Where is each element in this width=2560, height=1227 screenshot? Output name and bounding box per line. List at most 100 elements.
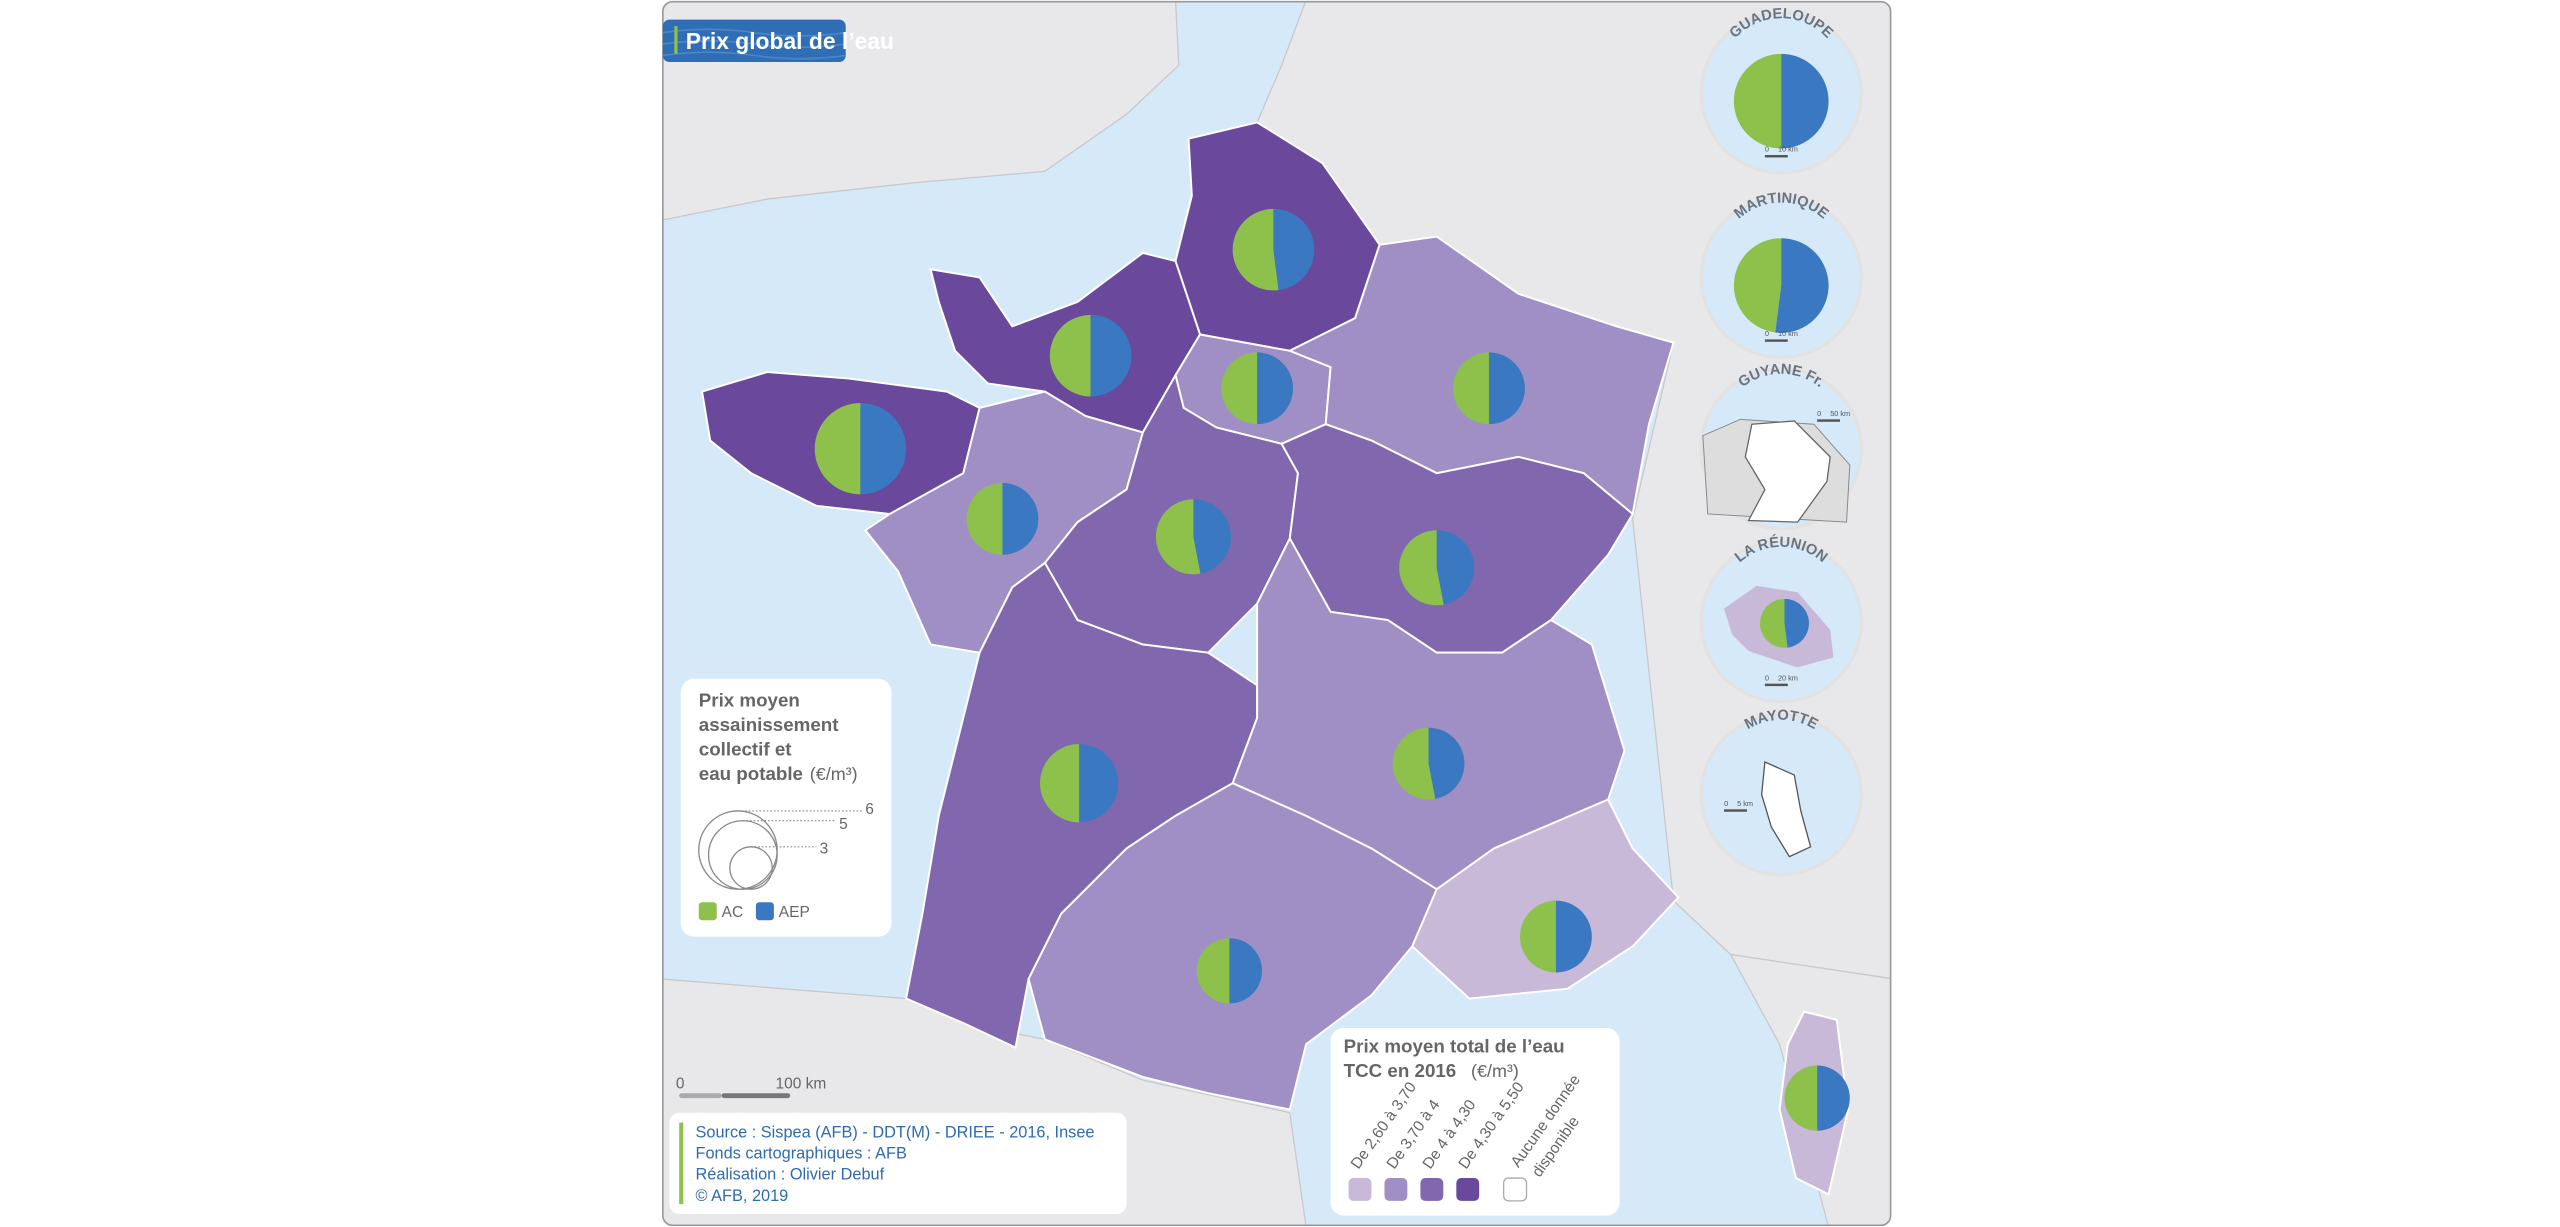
pie-slice-ac <box>1040 744 1080 823</box>
region-provence-alpes-cote-azur[interactable] <box>1411 798 1680 1000</box>
pie-legend-title-4: eau potable <box>699 763 803 784</box>
pie-slice-ac <box>1155 499 1201 575</box>
pie-size-3: 3 <box>820 840 829 857</box>
scale-start: 0 <box>676 1075 685 1092</box>
pie-slice-aep <box>1488 352 1525 425</box>
pie-legend-title-2: assainissement <box>699 714 839 735</box>
pie-legend-title-1: Prix moyen <box>699 690 800 711</box>
pie-slice-ac <box>1392 727 1436 800</box>
map-frame <box>662 0 1892 1227</box>
inset-scale: 20 km <box>1778 673 1798 682</box>
class-legend-title-2: TCC en 2016 <box>1344 1060 1457 1081</box>
pie-slice-ac <box>1399 530 1444 606</box>
pie-slice-aep <box>1273 208 1315 291</box>
price-class-legend: Prix moyen total de l’eau TCC en 2016 (€… <box>1330 1027 1620 1216</box>
inset-pie <box>1733 238 1829 333</box>
pie-slice-aep <box>1257 352 1294 425</box>
basemap-credit: Fonds cartographiques : AFB <box>696 1144 907 1162</box>
inset-scale: 5 km <box>1737 799 1753 808</box>
pie-slice-ac <box>1049 314 1091 397</box>
inset-scale-zero: 0 <box>1817 409 1821 418</box>
copyright: © AFB, 2019 <box>696 1187 789 1205</box>
inset-pie <box>1733 53 1829 149</box>
pie-grand-est <box>1453 352 1525 425</box>
source-box: Source : Sispea (AFB) - DDT(M) - DRIEE -… <box>669 1112 1127 1214</box>
pie-slice-ac <box>1733 238 1782 333</box>
pie-slice-ac <box>1760 598 1788 648</box>
title-banner: Prix global de l’eau <box>662 19 894 63</box>
source-line: Source : Sispea (AFB) - DDT(M) - DRIEE -… <box>696 1123 1095 1141</box>
inset-scale-zero: 0 <box>1765 329 1769 338</box>
mayotte-no-data <box>1760 761 1812 858</box>
pie-slice-ac <box>1453 352 1489 425</box>
pie-slice-aep <box>1079 744 1119 823</box>
no-data-swatch <box>1503 1177 1528 1202</box>
pie-slice-aep <box>860 403 907 495</box>
pie-size-5: 5 <box>839 816 848 833</box>
ac-label: AC <box>722 904 744 921</box>
pie-slice-ac <box>966 482 1003 555</box>
pie-normandie <box>1049 314 1132 397</box>
class-swatch-2 <box>1420 1178 1444 1201</box>
class-legend-title-1: Prix moyen total de l’eau <box>1344 1035 1565 1056</box>
pie-slice-ac <box>1221 352 1258 425</box>
pie-bretagne <box>814 403 907 495</box>
class-swatch-0 <box>1348 1178 1372 1201</box>
inset-scale-zero: 0 <box>1724 799 1728 808</box>
pie-slice-aep <box>1555 900 1592 973</box>
pie-slice-ac <box>1196 938 1230 1004</box>
pie-slice-aep <box>1781 53 1829 149</box>
pie-slice-ac <box>814 403 861 495</box>
pie-slice-ac <box>1733 53 1782 149</box>
pies-layer <box>814 208 1850 1131</box>
aep-label: AEP <box>779 904 810 921</box>
pie-slice-aep <box>1090 314 1132 397</box>
class-legend-unit: (€/m³) <box>1471 1061 1519 1081</box>
regions-layer <box>700 121 1850 1196</box>
class-swatch-1 <box>1384 1178 1408 1201</box>
pie-size-6: 6 <box>865 801 874 818</box>
class-swatch-3 <box>1456 1178 1480 1201</box>
pie-slice-aep <box>1817 1065 1850 1131</box>
pie-slice-aep <box>1436 530 1475 605</box>
pie-centre-val-de-loire <box>1155 499 1232 575</box>
pie-slice-aep <box>1193 499 1232 574</box>
inset-pie <box>1760 598 1809 648</box>
pie-ile-de-france <box>1221 352 1294 425</box>
scale-bar: 0 100 km <box>676 1075 827 1099</box>
inset-2[interactable]: GUYANE Fr.0 50 km <box>1699 362 1863 531</box>
pie-bourgogne-franche-comte <box>1399 530 1475 606</box>
pie-provence-alpes-cote-azur <box>1520 900 1592 973</box>
pie-pays-de-la-loire <box>966 482 1039 555</box>
pie-hauts-de-france <box>1232 208 1315 291</box>
pie-slice-aep <box>1784 598 1809 648</box>
pie-slice-aep <box>1775 238 1829 333</box>
inset-scale: 50 km <box>1830 409 1850 418</box>
author-credit: Réalisation : Olivier Debuf <box>696 1166 885 1184</box>
pie-slice-aep <box>1002 482 1039 555</box>
inset-scale-zero: 0 <box>1765 145 1769 154</box>
pie-slice-ac <box>1232 208 1279 291</box>
inset-scale: 10 km <box>1778 145 1798 154</box>
pie-corse <box>1784 1065 1850 1131</box>
pie-size-legend: Prix moyen assainissement collectif et e… <box>680 678 892 937</box>
inset-scale-zero: 0 <box>1765 673 1769 682</box>
map-title: Prix global de l’eau <box>686 28 894 54</box>
pie-legend-title-3: collectif et <box>699 738 793 759</box>
pie-slice-ac <box>1784 1065 1818 1131</box>
scale-end: 100 km <box>776 1075 827 1092</box>
pie-occitanie <box>1196 938 1263 1004</box>
inset-scale: 10 km <box>1778 329 1798 338</box>
ac-swatch <box>698 902 717 921</box>
guyane-no-data <box>1744 420 1831 523</box>
pie-auvergne-rhone-alpes <box>1392 727 1465 800</box>
aep-swatch <box>755 902 774 921</box>
pie-legend-unit: (€/m³) <box>810 764 858 784</box>
pie-slice-aep <box>1428 727 1465 799</box>
pie-nouvelle-aquitaine <box>1040 744 1119 823</box>
pie-slice-aep <box>1229 938 1263 1004</box>
